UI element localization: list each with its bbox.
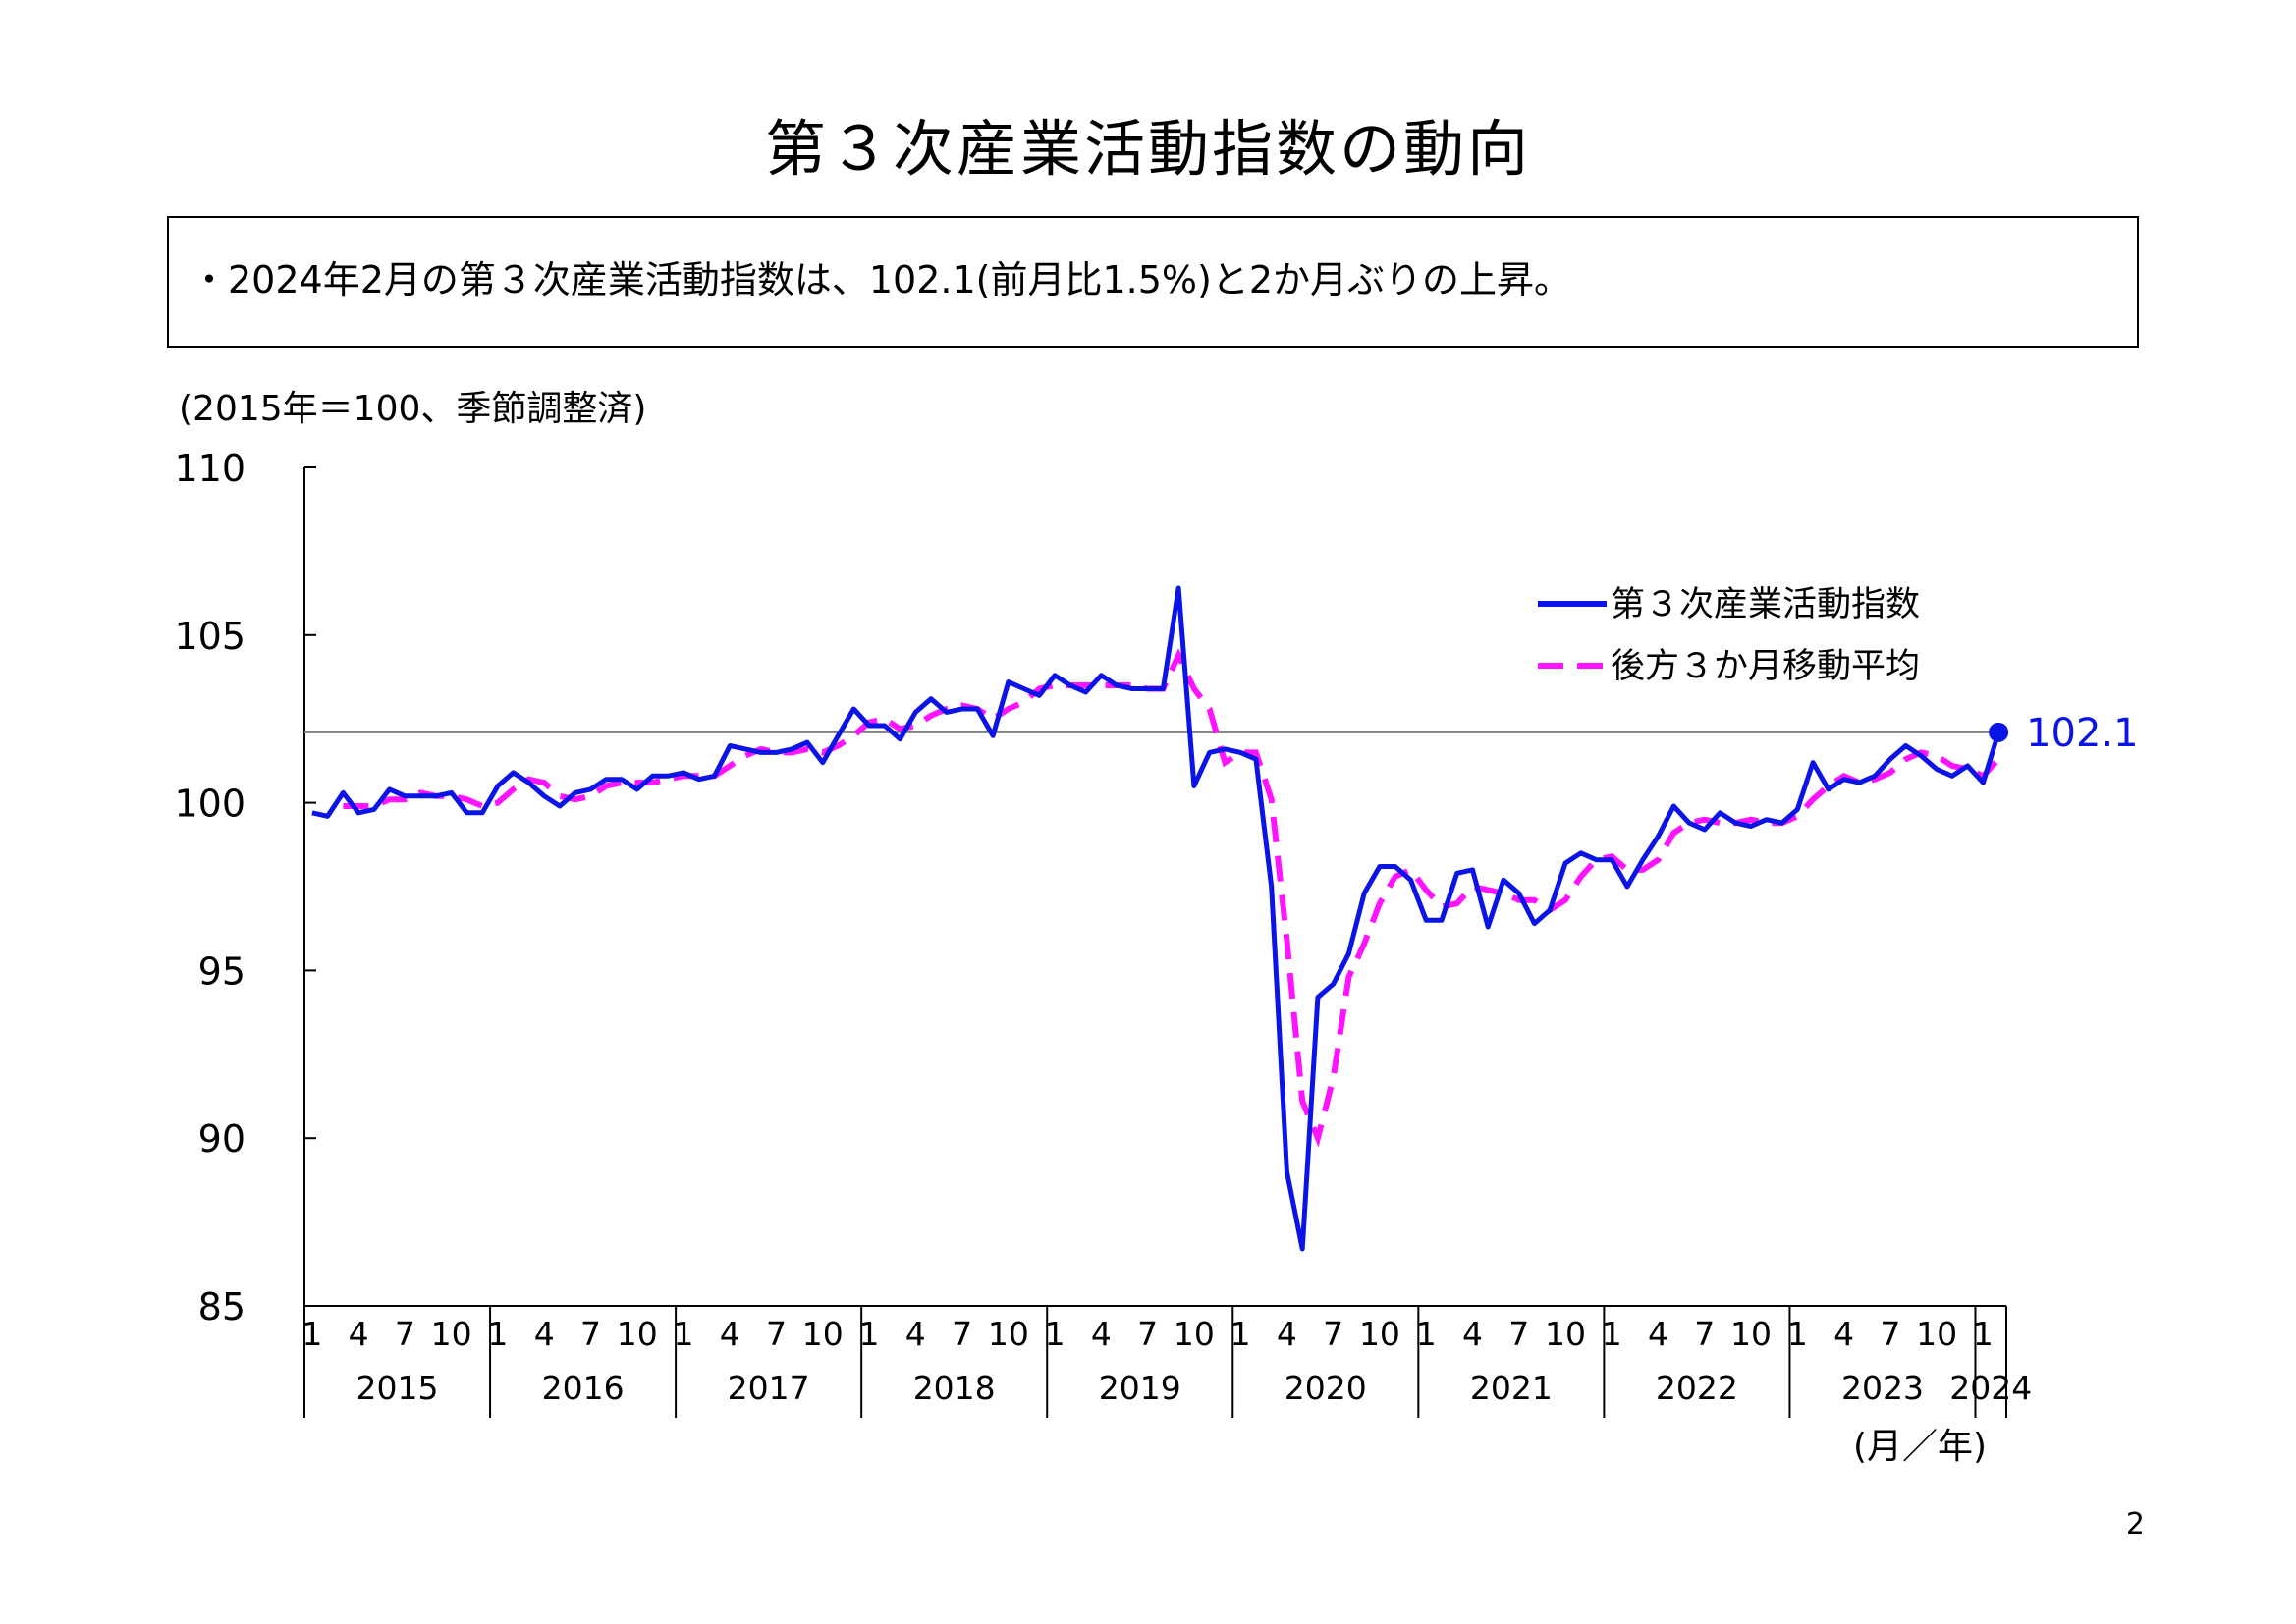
year-label: 2018 — [913, 1369, 996, 1407]
x-tick-label: 1 — [1602, 1315, 1622, 1353]
x-tick-label: 4 — [1648, 1315, 1668, 1353]
year-label: 2022 — [1656, 1369, 1738, 1407]
x-tick-label: 7 — [952, 1315, 972, 1353]
x-tick-label: 4 — [534, 1315, 555, 1353]
series-line-moving-average — [343, 648, 2001, 1148]
year-label: 2021 — [1470, 1369, 1553, 1407]
y-tick-label: 90 — [198, 1117, 246, 1161]
x-tick-label: 7 — [1137, 1315, 1158, 1353]
year-label: 2016 — [542, 1369, 625, 1407]
x-tick-label: 1 — [673, 1315, 693, 1353]
x-tick-label: 7 — [1694, 1315, 1715, 1353]
x-tick-label: 1 — [1787, 1315, 1808, 1353]
x-tick-label: 4 — [1091, 1315, 1112, 1353]
y-tick-label: 95 — [198, 949, 246, 993]
x-tick-label: 7 — [580, 1315, 601, 1353]
x-tick-label: 10 — [1359, 1315, 1400, 1353]
y-tick-label: 85 — [198, 1285, 246, 1328]
x-tick-label: 10 — [617, 1315, 658, 1353]
x-tick-label: 4 — [1462, 1315, 1483, 1353]
x-tick-label: 10 — [431, 1315, 472, 1353]
summary-box: ・2024年2月の第３次産業活動指数は、102.1(前月比1.5%)と2か月ぶり… — [167, 216, 2139, 348]
year-label: 2020 — [1285, 1369, 1367, 1407]
x-tick-label: 4 — [1277, 1315, 1297, 1353]
x-tick-label: 1 — [301, 1315, 322, 1353]
x-tick-label: 1 — [859, 1315, 880, 1353]
x-tick-label: 1 — [1416, 1315, 1437, 1353]
year-label: 2019 — [1099, 1369, 1181, 1407]
x-tick-label: 10 — [1730, 1315, 1772, 1353]
unit-label: (2015年＝100、季節調整済) — [179, 389, 646, 429]
x-tick-label: 7 — [1508, 1315, 1529, 1353]
x-tick-label: 7 — [395, 1315, 415, 1353]
x-tick-label: 10 — [1545, 1315, 1586, 1353]
year-label: 2024 — [1949, 1369, 2032, 1407]
legend: 第３次産業活動指数 後方３か月移動平均 — [1538, 585, 1920, 686]
year-label: 2023 — [1841, 1369, 1924, 1407]
series-line-index — [311, 585, 2001, 1252]
y-tick-label: 110 — [174, 447, 246, 490]
x-tick-label: 7 — [1880, 1315, 1900, 1353]
x-tick-label: 1 — [1230, 1315, 1251, 1353]
x-tick-label: 7 — [1323, 1315, 1343, 1353]
x-tick-label: 10 — [1916, 1315, 1957, 1353]
x-tick-label: 4 — [720, 1315, 740, 1353]
x-tick-label: 10 — [988, 1315, 1029, 1353]
latest-value-label: 102.1 — [2026, 711, 2139, 756]
legend-label-index: 第３次産業活動指数 — [1611, 585, 1920, 624]
summary-text: ・2024年2月の第３次産業活動指数は、102.1(前月比1.5%)と2か月ぶり… — [191, 258, 1572, 301]
y-tick-label: 105 — [174, 615, 246, 658]
x-axis-title: (月／年) — [1853, 1427, 1987, 1467]
year-label: 2017 — [728, 1369, 810, 1407]
page-number: 2 — [2125, 1507, 2145, 1542]
x-tick-label: 7 — [766, 1315, 787, 1353]
x-tick-label: 10 — [1174, 1315, 1215, 1353]
x-tick-label: 1 — [1045, 1315, 1066, 1353]
x-tick-label: 10 — [802, 1315, 844, 1353]
legend-label-moving-average: 後方３か月移動平均 — [1611, 647, 1920, 686]
x-tick-label: 4 — [349, 1315, 369, 1353]
x-tick-label: 1 — [1973, 1315, 1994, 1353]
y-tick-label: 100 — [174, 783, 246, 826]
x-tick-label: 4 — [1833, 1315, 1854, 1353]
latest-point-marker — [1989, 722, 2009, 742]
y-axis: 85 90 95 100 105 110 — [174, 447, 316, 1328]
year-label: 2015 — [356, 1369, 439, 1407]
x-tick-label: 1 — [487, 1315, 508, 1353]
page-title: 第３次産業活動指数の動向 — [764, 113, 1531, 185]
x-tick-label: 4 — [905, 1315, 926, 1353]
